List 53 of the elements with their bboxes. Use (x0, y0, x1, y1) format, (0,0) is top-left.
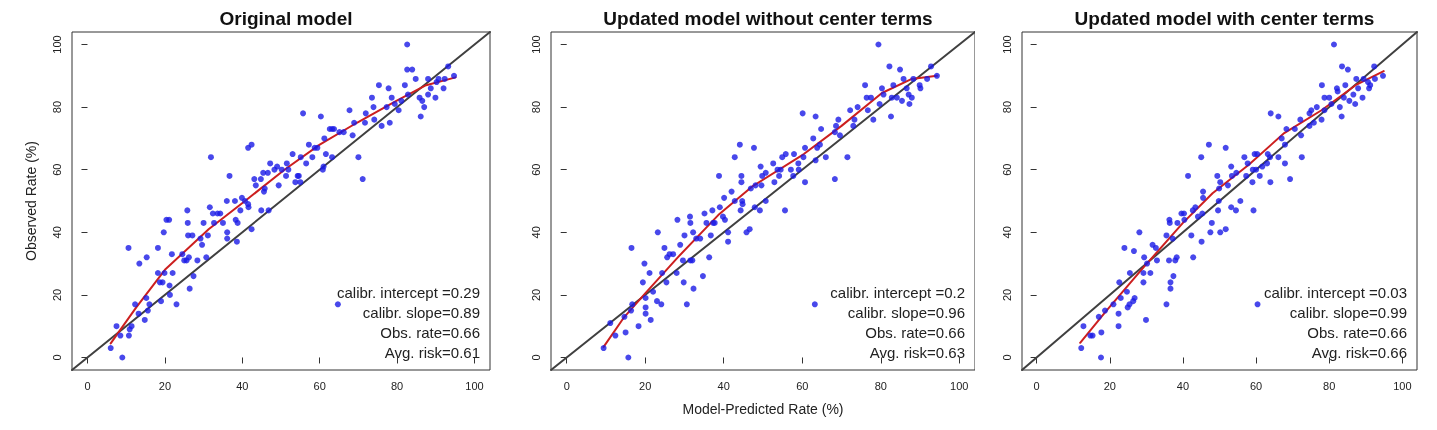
x-tick-label: 40 (236, 379, 249, 392)
y-tick-label: 80 (529, 100, 542, 114)
x-tick-label: 80 (1323, 379, 1336, 392)
annotation: Avg. risk=0.66 (1311, 344, 1407, 361)
chart-title: Updated model with center terms (1074, 8, 1375, 29)
x-tick-label: 20 (639, 379, 652, 392)
y-tick-label: 20 (529, 288, 542, 302)
y-tick-label: 60 (1000, 163, 1013, 176)
x-axis-title: Model-Predicted Rate (%) (682, 401, 844, 417)
y-tick-label: 80 (1000, 100, 1013, 114)
annotation: Obs. rate=0.66 (380, 324, 480, 341)
x-tick-label: 60 (796, 379, 809, 392)
x-tick-label: 60 (1249, 379, 1263, 392)
x-tick-label: 100 (1393, 379, 1412, 392)
y-tick-label: 20 (1000, 288, 1013, 302)
chart-title: Updated model without center terms (603, 8, 933, 29)
x-tick-label: 60 (313, 379, 326, 392)
y-tick-label: 0 (1000, 354, 1013, 361)
annotation: calibr. intercept =0.03 (1263, 284, 1407, 301)
y-tick-label: 60 (529, 163, 542, 176)
y-tick-label: 100 (529, 35, 542, 54)
y-tick-label: 20 (50, 288, 63, 302)
y-tick-label: 40 (50, 226, 63, 239)
y-axis-title: Observed Rate (%) (23, 141, 39, 261)
annotation: Obs. rate=0.66 (1307, 324, 1407, 341)
x-tick-label: 40 (717, 379, 730, 392)
x-tick-label: 0 (563, 379, 570, 392)
y-tick-label: 40 (1000, 226, 1013, 239)
y-tick-label: 100 (1000, 35, 1013, 54)
annotation: calibr. intercept =0.29 (336, 284, 480, 301)
x-tick-label: 100 (465, 379, 484, 392)
y-tick-label: 0 (529, 354, 542, 361)
y-tick-label: 0 (50, 354, 63, 361)
x-tick-label: 100 (950, 379, 969, 392)
x-tick-label: 20 (158, 379, 172, 392)
y-tick-label: 40 (529, 226, 542, 239)
annotation: calibr. intercept =0.2 (830, 284, 965, 301)
annotation: Avg. risk=0.63 (869, 344, 965, 361)
y-tick-label: 80 (50, 100, 63, 114)
annotation: Avg. risk=0.61 (384, 344, 480, 361)
annotation: calibr. slope=0.99 (1289, 304, 1407, 321)
x-tick-label: 80 (390, 379, 404, 392)
x-tick-label: 80 (874, 379, 887, 392)
y-tick-label: 60 (50, 163, 63, 176)
annotation: calibr. slope=0.96 (847, 304, 965, 321)
annotation: Obs. rate=0.66 (865, 324, 965, 341)
x-tick-label: 40 (1176, 379, 1190, 392)
y-tick-label: 100 (50, 35, 63, 54)
x-tick-label: 0 (84, 379, 91, 392)
x-tick-label: 0 (1033, 379, 1040, 392)
annotation: calibr. slope=0.89 (362, 304, 480, 321)
chart-title: Original model (219, 8, 353, 29)
x-tick-label: 20 (1103, 379, 1116, 392)
